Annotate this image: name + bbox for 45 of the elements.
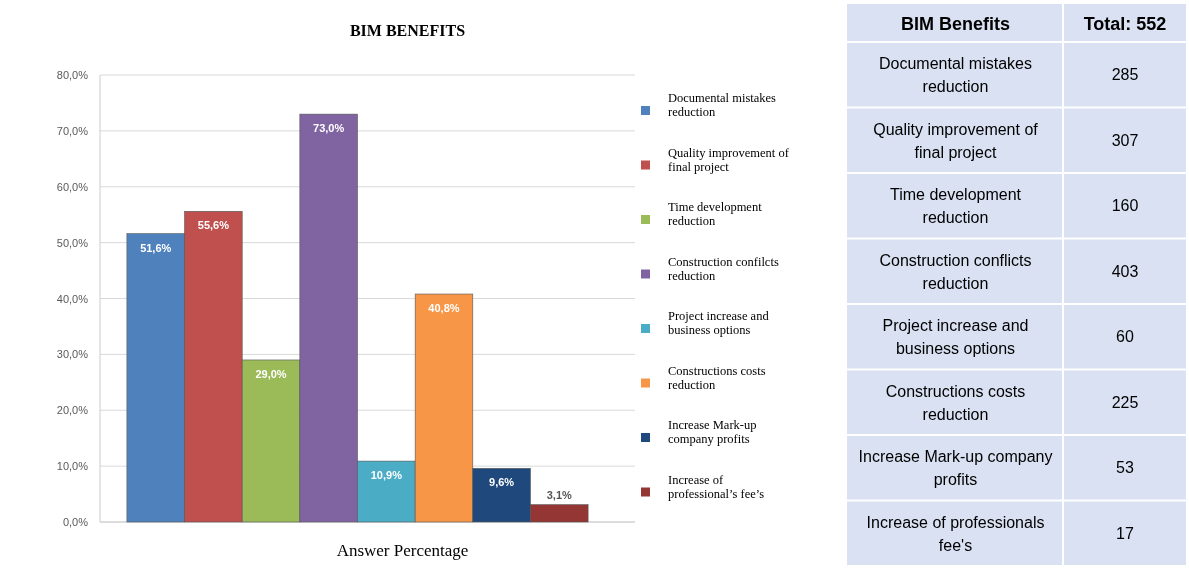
- data-label: 160: [1111, 197, 1139, 214]
- category-label: Increase of professionals fee's: [866, 513, 1045, 554]
- data-label: 10,9%: [370, 469, 403, 482]
- y-tick-label: 20,0%: [56, 404, 89, 417]
- legend-label: Time development reduction: [668, 200, 763, 228]
- y-tick-label: 50,0%: [56, 236, 89, 249]
- data-label: 3,1%: [546, 488, 573, 501]
- data-label: 60: [1116, 328, 1134, 345]
- legend-label: Quality improvement of final project: [668, 145, 790, 174]
- data-label: 225: [1111, 393, 1139, 411]
- category-label: Time development reduction: [889, 186, 1022, 226]
- legend-label: Increase Mark-up company profits: [668, 418, 757, 446]
- category-label: Project increase and business options: [882, 317, 1029, 357]
- data-label: 55,6%: [197, 219, 230, 232]
- chart-title: BIM BENEFITS: [349, 22, 466, 39]
- category-label: Constructions costs reduction: [885, 382, 1026, 423]
- y-tick-label: 30,0%: [56, 348, 89, 361]
- y-tick-label: 80,0%: [56, 69, 89, 81]
- data-label: 285: [1111, 66, 1139, 83]
- y-tick-label: 70,0%: [56, 124, 89, 137]
- data-label: 17: [1116, 524, 1134, 542]
- legend-label: Project increase and business options: [668, 309, 770, 337]
- category-label: Construction conflicts reduction: [879, 251, 1032, 292]
- text: Total: 552: [1083, 14, 1167, 34]
- legend-label: Constructions costs reduction: [668, 363, 766, 392]
- data-label: 403: [1111, 262, 1139, 280]
- category-label: Quality improvement of final project: [873, 120, 1039, 161]
- category-label: Documental mistakes reduction: [879, 55, 1032, 95]
- y-tick-label: 0,0%: [62, 516, 89, 528]
- legend-label: Increase of professional’s fee’s: [668, 472, 765, 501]
- y-tick-label: 60,0%: [56, 180, 89, 193]
- legend-label: Documental mistakes reduction: [668, 91, 777, 119]
- y-tick-label: 40,0%: [56, 292, 89, 305]
- y-tick-label: 10,0%: [56, 460, 89, 473]
- x-axis-title: Answer Percentage: [336, 541, 469, 560]
- data-label: 307: [1111, 131, 1139, 149]
- data-label: 53: [1116, 459, 1134, 476]
- text: BIM Benefits: [900, 14, 1011, 34]
- category-label: Increase Mark-up company profits: [858, 448, 1053, 488]
- data-label: 29,0%: [255, 367, 287, 380]
- legend-label: Construction confilcts reduction: [668, 254, 779, 283]
- data-label: 9,6%: [489, 476, 515, 489]
- data-label: 73,0%: [313, 122, 345, 135]
- data-label: 51,6%: [140, 241, 172, 254]
- data-label: 40,8%: [428, 302, 460, 315]
